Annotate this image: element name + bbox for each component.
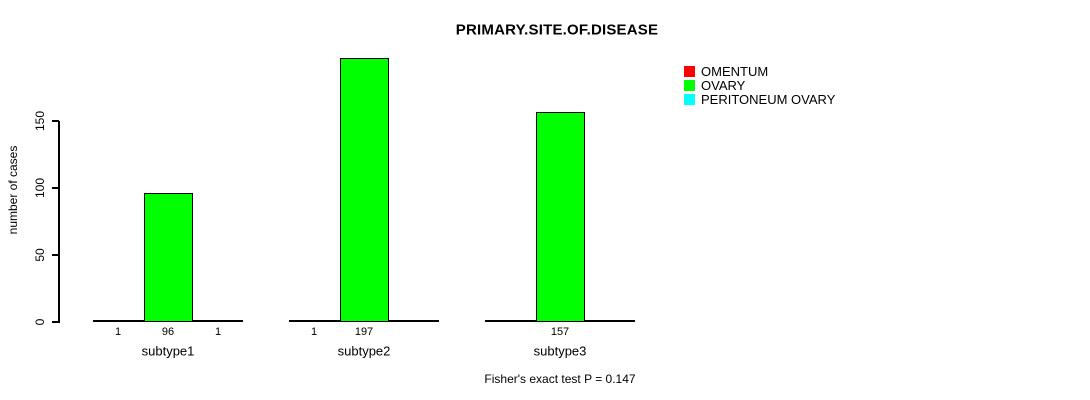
y-axis-line bbox=[58, 121, 60, 323]
chart-title: PRIMARY.SITE.OF.DISEASE bbox=[455, 21, 659, 39]
y-axis-tick-label: 150 bbox=[33, 110, 47, 132]
bar-value-label: 96 bbox=[161, 326, 175, 338]
bar-peritoneum-ovary-subtype1 bbox=[193, 320, 243, 322]
legend-swatch-icon bbox=[684, 65, 695, 77]
y-axis-tick-label: 100 bbox=[33, 177, 47, 199]
y-axis-tick bbox=[52, 120, 59, 122]
legend-item-label: OVARY bbox=[701, 77, 746, 93]
bar-ovary-subtype1 bbox=[143, 193, 193, 322]
y-axis-tick bbox=[52, 254, 59, 256]
annotation-text: Fisher's exact test P = 0.147 bbox=[484, 372, 636, 386]
x-category-label-subtype1: subtype1 bbox=[141, 343, 195, 359]
y-axis-tick bbox=[52, 187, 59, 189]
bar-value-label: 1 bbox=[114, 326, 122, 338]
legend-swatch-icon bbox=[684, 93, 695, 105]
legend-item-label: OMENTUM bbox=[701, 63, 769, 79]
bar-ovary-subtype3 bbox=[535, 111, 585, 322]
legend: OMENTUM OVARY PERITONEUM OVARY bbox=[684, 63, 836, 107]
legend-item-label: PERITONEUM OVARY bbox=[701, 91, 836, 107]
x-category-label-subtype2: subtype2 bbox=[337, 343, 391, 359]
bar-value-label: 157 bbox=[550, 326, 570, 338]
bar-value-label: 197 bbox=[354, 326, 374, 338]
y-axis-label: number of cases bbox=[6, 145, 20, 235]
bar-ovary-subtype2 bbox=[339, 58, 389, 322]
legend-item-peritoneum-ovary: PERITONEUM OVARY bbox=[684, 91, 836, 107]
bar-omentum-subtype1 bbox=[93, 320, 143, 322]
legend-item-omentum: OMENTUM bbox=[684, 63, 835, 79]
bar-omentum-subtype2 bbox=[289, 320, 339, 322]
y-axis-tick bbox=[52, 321, 59, 323]
y-axis-tick-label: 50 bbox=[33, 248, 47, 262]
bar-value-label: 1 bbox=[310, 326, 318, 338]
legend-swatch-icon bbox=[684, 79, 695, 91]
x-category-label-subtype3: subtype3 bbox=[533, 343, 587, 359]
y-axis-tick-label: 0 bbox=[33, 318, 47, 326]
bar-value-label: 1 bbox=[214, 326, 222, 338]
legend-item-ovary: OVARY bbox=[684, 77, 835, 93]
